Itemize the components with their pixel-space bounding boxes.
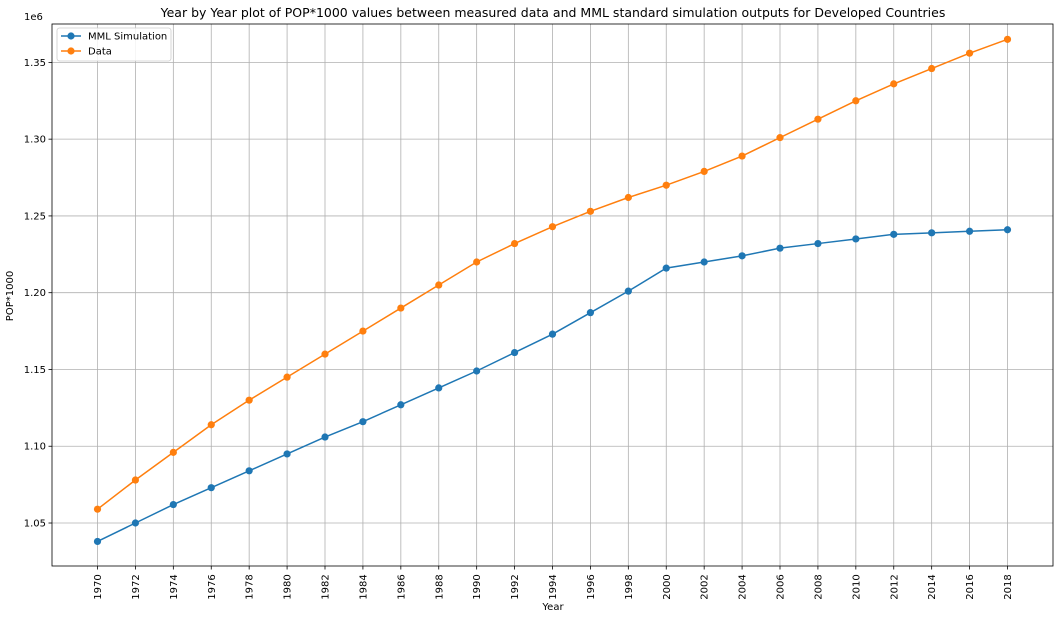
y-tick-label: 1.10 [24,442,46,453]
data-point [473,258,481,266]
data-point [814,239,822,248]
data-point [776,244,784,252]
legend-label: MML Simulation [88,32,167,43]
y-tick-label: 1.05 [24,519,46,530]
data-point [586,207,595,215]
grid [52,24,1053,566]
data-point [283,450,291,458]
data-point [738,152,746,160]
y-offset-text: 1e6 [24,12,43,23]
chart-title: Year by Year plot of POP*1000 values bet… [160,5,946,20]
data-point [624,193,632,202]
data-point [359,418,367,426]
legend-swatch-marker [67,32,75,40]
data-point [586,309,595,317]
x-tick-label: 1970 [93,574,104,599]
x-tick-label: 1976 [207,574,218,599]
data-point [207,484,215,492]
data-point [548,330,557,338]
data-point [321,433,329,441]
data-point [93,505,102,513]
x-axis-label: Year [541,602,564,613]
data-point [852,235,860,243]
data-point [169,500,177,509]
y-tick-label: 1.30 [24,135,46,146]
series-layer [93,35,1012,546]
x-tick-label: 2006 [776,574,787,599]
x-tick-label: 1974 [169,574,180,599]
data-point [283,373,291,381]
data-point [245,467,253,475]
data-point [93,537,102,546]
data-point [700,167,708,175]
data-point [662,264,670,272]
x-tick-label: 2000 [662,574,673,599]
data-point [510,348,519,357]
x-tick-label: 2004 [738,574,749,599]
data-point [928,229,936,237]
x-tick-label: 1980 [283,574,294,599]
data-point [965,49,974,57]
y-tick-label: 1.35 [24,58,46,69]
x-tick-label: 2002 [700,574,711,599]
legend-swatch-marker [67,47,75,55]
series-0 [93,226,1012,546]
data-point [624,287,632,295]
data-point [928,64,936,73]
y-tick-label: 1.20 [24,288,46,299]
x-axis: 1970 1972 1974 1976 1978 1980 1982 1984 1986 1988… [93,566,1014,600]
legend-label: Data [88,47,112,58]
y-axis-label: POP*1000 [5,271,16,321]
data-point [359,327,367,335]
legend-box [56,27,172,62]
data-point [245,396,253,404]
data-point [169,448,177,456]
data-point [852,97,860,105]
x-tick-label: 1972 [131,574,142,599]
data-point [510,239,519,248]
y-axis: 1.05 1.10 1.15 1.20 1.25 1.30 1.35 [24,58,52,530]
data-point [435,384,443,392]
data-point [662,181,670,189]
data-point [1003,35,1012,43]
x-tick-label: 1978 [245,574,256,599]
x-tick-label: 2008 [813,574,824,599]
data-point [814,115,822,123]
x-tick-label: 1986 [396,574,407,599]
data-point [738,252,746,260]
y-tick-label: 1.15 [24,365,46,376]
data-point [548,223,557,231]
data-point [131,476,140,484]
series-1 [93,35,1012,513]
x-tick-label: 1982 [321,574,332,599]
x-tick-label: 1990 [472,574,483,599]
data-point [473,367,481,375]
x-tick-label: 2012 [889,574,900,599]
data-point [435,281,443,289]
x-tick-label: 1984 [358,574,369,599]
data-point [321,350,329,358]
x-tick-label: 1988 [434,574,445,599]
x-tick-label: 1996 [586,574,597,599]
x-tick-label: 2016 [965,574,976,599]
data-point [1003,226,1012,234]
data-point [965,227,974,235]
data-point [207,421,215,429]
x-tick-label: 1994 [548,574,559,599]
data-point [890,80,898,88]
data-point [890,230,898,238]
legend: MML Simulation Data [56,27,172,62]
x-tick-label: 1992 [510,574,521,599]
data-point [131,519,140,527]
x-tick-label: 1998 [624,574,635,599]
y-tick-label: 1.25 [24,211,46,222]
data-point [397,401,405,409]
x-tick-label: 2014 [927,574,938,599]
x-tick-label: 2018 [1003,574,1014,599]
data-point [397,304,405,312]
data-point [776,134,784,142]
x-tick-label: 2010 [851,574,862,599]
data-point [700,258,708,266]
